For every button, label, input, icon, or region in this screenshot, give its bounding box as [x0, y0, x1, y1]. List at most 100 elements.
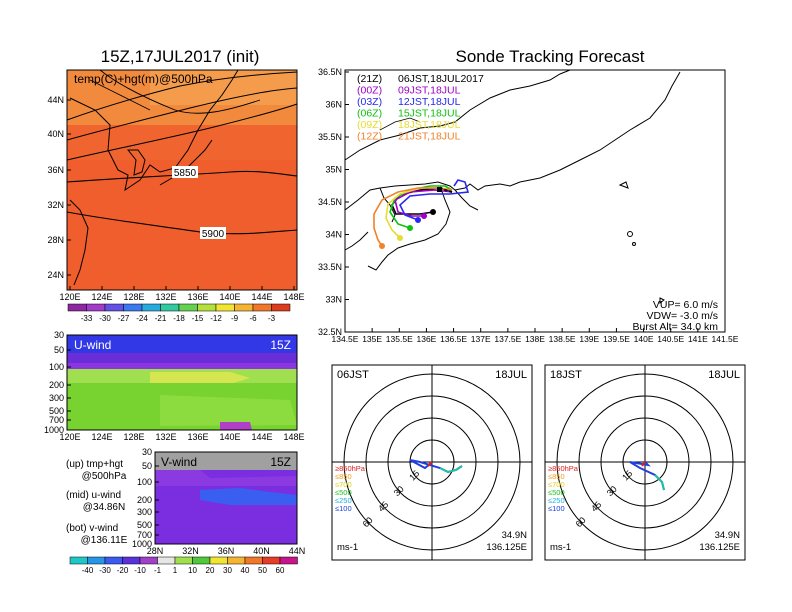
sonde-track-line — [399, 179, 470, 221]
wind-colorbar-swatch — [227, 556, 246, 565]
hodograph-trace — [654, 474, 665, 491]
hodograph-lon: 136.125E — [699, 542, 740, 553]
hodograph-date: 18JUL — [495, 369, 527, 381]
track-lon-label: 139.5E — [603, 334, 630, 344]
uwind-lon-label: 132E — [155, 432, 176, 442]
hodograph-time: 18JST — [550, 369, 582, 381]
legend-run: (00Z) — [357, 85, 382, 97]
vwind-label: V-wind — [161, 455, 197, 469]
uwind-lon-label: 124E — [91, 432, 112, 442]
uwind-lon-label: 136E — [187, 432, 208, 442]
track-lat-label: 32.5N — [318, 327, 342, 337]
track-lon-label: 140E — [634, 334, 654, 344]
uwind-time: 15Z — [270, 338, 291, 352]
vdw-text: VDW= -3.0 m/s — [647, 310, 718, 322]
wind-colorbar-swatch — [244, 556, 263, 565]
track-lon-label: 138E — [525, 334, 545, 344]
colorbar-swatch — [67, 303, 87, 312]
map-lat-label: 44N — [47, 95, 64, 105]
colorbar-label: -24 — [136, 314, 148, 323]
wind-colorbar-label: 40 — [241, 566, 250, 575]
wind-colorbar-label: 1 — [173, 566, 178, 575]
wind-colorbar-swatch — [139, 556, 158, 565]
map-lon-label: 136E — [187, 292, 208, 302]
left-title: 15Z,17JUL2017 (init) — [101, 47, 260, 66]
wind-colorbar-swatch — [192, 556, 211, 565]
colorbar-label: -3 — [268, 314, 276, 323]
map-lon-label: 132E — [155, 292, 176, 302]
hodograph-lat: 34.9N — [502, 530, 527, 541]
uwind-p-label: 500 — [49, 406, 64, 416]
colorbar-swatch — [123, 303, 143, 312]
map-lon-label: 128E — [123, 292, 144, 302]
track-lat-axis: 36.5N 36N 35.5N 35N 34.5N 34N 33.5N 33N 32.5N — [318, 67, 349, 337]
colorbar-swatch — [215, 303, 235, 312]
uwind-p-label: 30 — [54, 330, 64, 340]
uwind-p-label: 700 — [49, 415, 64, 425]
sonde-tracks — [373, 179, 470, 249]
hodograph-ring-label: 60 — [574, 515, 588, 529]
hodograph-level-label: ≤100 — [335, 504, 352, 513]
colorbar-label: -9 — [231, 314, 239, 323]
map-lon-label: 140E — [219, 292, 240, 302]
hodograph-unit: ms-1 — [550, 542, 571, 553]
legend-run: (03Z) — [357, 96, 382, 108]
track-lon-label: 139E — [579, 334, 599, 344]
vwind-lat-axis: 28N 32N 36N 40N 44N — [147, 546, 306, 556]
vwind-lat-label: 32N — [182, 546, 199, 556]
uwind-label: U-wind — [74, 338, 111, 352]
wind-colorbar-swatch — [209, 556, 228, 565]
sonde-track-endpoint — [379, 243, 385, 249]
vwind-time: 15Z — [270, 455, 291, 469]
wind-colorbar-label: 60 — [276, 566, 285, 575]
uwind-lon-label: 148E — [283, 432, 304, 442]
map-lat-axis: 44N 40N 36N 32N 28N 24N — [47, 95, 71, 280]
map-lon-label: 144E — [251, 292, 272, 302]
colorbar-label: -21 — [155, 314, 167, 323]
colorbar-label: -6 — [249, 314, 257, 323]
track-lat-label: 35N — [325, 165, 342, 175]
uwind-lon-label: 128E — [123, 432, 144, 442]
sonde-track-endpoint — [397, 235, 403, 241]
hodograph-ring-label: 30 — [392, 484, 406, 498]
map-lat-label: 36N — [47, 165, 64, 175]
track-lon-label: 135E — [362, 334, 382, 344]
sonde-track-endpoint — [421, 213, 427, 219]
wind-colorbar-swatch — [262, 556, 281, 565]
wind-colorbar-label: 50 — [258, 566, 267, 575]
colorbar-swatch — [178, 303, 198, 312]
hodograph-trace — [641, 461, 646, 467]
hodograph-trace — [439, 465, 463, 474]
track-lon-label: 136.5E — [440, 334, 467, 344]
track-lat-label: 36.5N — [318, 67, 342, 77]
sonde-track-endpoint — [415, 217, 421, 223]
wind-colorbar-swatch — [104, 556, 123, 565]
hodograph-ring-label: 15 — [407, 468, 421, 482]
note-title: (mid) u-wind — [66, 490, 121, 501]
map-lon-label: 148E — [283, 292, 304, 302]
colorbar-swatch — [86, 303, 106, 312]
hodograph-lon: 136.125E — [486, 542, 527, 553]
main-title: Sonde Tracking Forecast — [456, 47, 645, 66]
track-lon-label: 134.5E — [332, 334, 359, 344]
hodograph-level-label: ≤850 — [548, 472, 565, 481]
wind-colorbar-label: 10 — [188, 566, 197, 575]
uwind-lon-label: 144E — [251, 432, 272, 442]
colorbar-swatch — [252, 303, 272, 312]
wind-colorbar-label: 20 — [206, 566, 215, 575]
legend-run: (12Z) — [357, 131, 382, 143]
hodograph-level-label: ≤850 — [335, 472, 352, 481]
colorbar-label: -33 — [81, 314, 93, 323]
legend-run: (06Z) — [357, 108, 382, 120]
vwind-p-label: 200 — [137, 495, 152, 505]
track-lon-label: 135.5E — [386, 334, 413, 344]
sonde-track-line — [373, 187, 453, 247]
wind-colorbar-label: -10 — [134, 566, 146, 575]
track-lon-label: 138.5E — [549, 334, 576, 344]
hodograph-ring-label: 60 — [361, 515, 375, 529]
